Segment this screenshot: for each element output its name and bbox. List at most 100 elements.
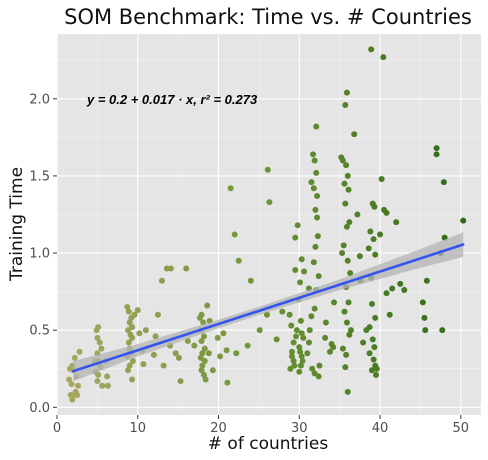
data-point [292, 234, 299, 241]
x-tick-label: 40 [372, 421, 389, 436]
y-tick-label: 1.5 [29, 169, 50, 184]
data-point [224, 379, 231, 386]
data-point [315, 373, 322, 380]
data-point [172, 350, 179, 357]
data-point [371, 344, 378, 351]
data-point [347, 327, 354, 334]
data-point [289, 348, 296, 355]
data-points [66, 46, 467, 403]
data-point [191, 342, 198, 349]
data-point [311, 157, 318, 164]
regression-line [71, 243, 465, 373]
data-point [167, 265, 174, 272]
data-point [343, 89, 350, 96]
data-point [294, 222, 301, 229]
data-point [175, 354, 182, 361]
data-point [368, 367, 375, 374]
data-point [204, 302, 211, 309]
data-point [201, 345, 208, 352]
data-point [293, 333, 300, 340]
data-point [310, 185, 317, 192]
data-point [140, 361, 147, 368]
chart-title: SOM Benchmark: Time vs. # Countries [64, 5, 472, 29]
data-point [343, 162, 350, 169]
data-point [306, 327, 313, 334]
data-point [345, 186, 352, 193]
data-point [371, 203, 378, 210]
data-point [95, 324, 102, 331]
y-tick-label: 0.0 [29, 401, 50, 416]
data-point [287, 365, 294, 372]
data-point [177, 378, 184, 385]
data-point [326, 348, 333, 355]
data-point [312, 206, 319, 213]
fit-line-group [71, 243, 465, 373]
data-point [314, 233, 321, 240]
data-point [256, 327, 263, 334]
data-point [125, 308, 132, 315]
data-point [367, 228, 374, 235]
data-point [74, 382, 81, 389]
data-point [131, 311, 138, 318]
data-point [273, 336, 280, 343]
data-point [346, 331, 353, 338]
data-point [342, 364, 349, 371]
data-point [217, 353, 224, 360]
data-point [401, 287, 408, 294]
data-point [343, 223, 350, 230]
data-point [199, 350, 206, 357]
data-point [305, 339, 312, 346]
data-point [126, 362, 133, 369]
data-point [264, 166, 271, 173]
data-point [440, 179, 447, 186]
data-point [183, 265, 190, 272]
data-point [160, 362, 167, 369]
x-axis-label: # of countries [208, 434, 329, 454]
data-point [136, 330, 143, 337]
data-point [316, 362, 323, 369]
data-point [308, 313, 315, 320]
x-tick-label: 0 [53, 421, 61, 436]
data-point [347, 270, 354, 277]
data-point [201, 358, 208, 365]
data-point [366, 324, 373, 331]
data-point [344, 172, 351, 179]
data-point [68, 381, 75, 388]
data-point [158, 277, 165, 284]
data-point [220, 330, 227, 337]
data-point [365, 245, 372, 252]
data-point [342, 101, 349, 108]
data-point [198, 311, 205, 318]
data-point [345, 299, 352, 306]
data-point [124, 304, 131, 311]
data-point [296, 368, 303, 375]
data-point [372, 251, 379, 258]
data-point [214, 334, 221, 341]
x-tick-label: 10 [129, 421, 146, 436]
data-point [126, 319, 133, 326]
y-axis-label: Training Time [7, 167, 27, 282]
data-point [292, 267, 299, 274]
data-point [298, 256, 305, 263]
data-point [198, 367, 205, 374]
x-tick-label: 30 [291, 421, 308, 436]
minor-gridlines [57, 34, 481, 415]
data-point [393, 219, 400, 226]
data-point [372, 314, 379, 321]
data-point [331, 299, 338, 306]
data-point [99, 382, 106, 389]
y-tick-label: 2.0 [29, 92, 50, 107]
data-point [342, 200, 349, 207]
data-point [368, 46, 375, 53]
data-point [313, 123, 320, 130]
data-point [209, 367, 216, 374]
data-point [129, 376, 136, 383]
data-point [339, 250, 346, 257]
data-point [96, 339, 103, 346]
data-point [202, 376, 209, 383]
data-point [300, 334, 307, 341]
data-point [286, 311, 293, 318]
data-point [129, 334, 136, 341]
data-point [322, 319, 329, 326]
